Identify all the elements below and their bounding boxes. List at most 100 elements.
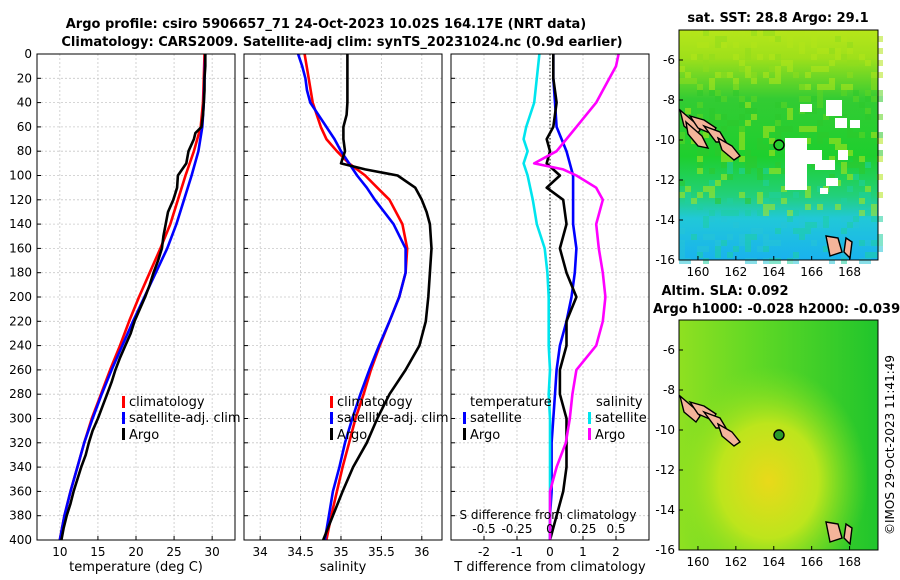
sst-pixel <box>769 36 775 42</box>
sst-pixel <box>763 180 769 186</box>
map-y-tick-label: -10 <box>655 423 675 437</box>
sst-pixel <box>871 132 877 138</box>
sla-frame <box>678 319 879 551</box>
map-x-tick-label: 162 <box>724 555 747 569</box>
sst-pixel <box>685 192 691 198</box>
sst-pixel <box>871 216 877 222</box>
sst-pixel <box>853 222 859 228</box>
sst-pixel <box>745 240 751 246</box>
sst-pixel <box>763 234 769 240</box>
sst-pixel <box>739 156 745 162</box>
sst-pixel <box>739 192 745 198</box>
sst-pixel <box>859 162 865 168</box>
sst-pixel <box>787 66 793 72</box>
sst-pixel <box>775 78 781 84</box>
sst-pixel <box>787 108 793 114</box>
sla-islands <box>678 394 853 546</box>
sst-pixel <box>799 42 805 48</box>
sst-pixel <box>877 234 883 240</box>
temperature-panel: 10 15 20 25 30020406080100120140160180200220… <box>9 47 236 575</box>
sst-pixel <box>859 132 865 138</box>
sst-pixel <box>745 54 751 60</box>
sst-pixel <box>829 60 835 66</box>
sst-pixel <box>709 54 715 60</box>
sst-pixel <box>715 150 721 156</box>
sst-pixel <box>763 144 769 150</box>
sst-pixel <box>871 240 877 246</box>
sst-pixel <box>799 96 805 102</box>
sst-pixel <box>733 120 739 126</box>
sst-pixel <box>775 72 781 78</box>
sst-pixel <box>787 42 793 48</box>
sst-pixel <box>811 36 817 42</box>
y-tick-label: 220 <box>9 314 32 328</box>
sst-pixel <box>877 132 883 138</box>
x-tick-label: 10 <box>52 545 67 559</box>
y-tick-label: 0 <box>24 47 32 61</box>
map-y-tick-label: -6 <box>663 53 675 67</box>
y-tick-label: 180 <box>9 266 32 280</box>
sst-pixel <box>703 66 709 72</box>
map-x-tick-label: 160 <box>686 265 709 279</box>
y-tick-label: 320 <box>9 436 32 450</box>
sst-pixel <box>853 60 859 66</box>
sst-pixel <box>697 84 703 90</box>
legend-swatch-climatology <box>122 396 125 408</box>
sst-pixel <box>763 258 769 264</box>
sst-pixel <box>793 72 799 78</box>
sst-pixel <box>775 228 781 234</box>
temperature-legend: climatology satellite-adj. clim Argo <box>122 395 241 443</box>
legend-label-argo: Argo <box>337 428 367 443</box>
sst-pixel <box>703 216 709 222</box>
sst-pixel <box>757 54 763 60</box>
difference-legend: temperature satellite Argo salinity sate… <box>463 395 647 443</box>
sst-pixel <box>679 138 685 144</box>
sst-pixel <box>817 204 823 210</box>
sst-pixel <box>781 126 787 132</box>
sst-pixel <box>775 114 781 120</box>
sst-pixel <box>775 168 781 174</box>
sst-pixel <box>745 162 751 168</box>
sst-pixel <box>853 156 859 162</box>
sst-pixel <box>805 126 811 132</box>
sst-pixel <box>745 246 751 252</box>
sst-pixel <box>757 198 763 204</box>
sst-pixel <box>841 162 847 168</box>
sst-pixel <box>739 132 745 138</box>
sst-pixel <box>829 258 835 264</box>
sst-pixel <box>859 198 865 204</box>
sst-pixel <box>775 144 781 150</box>
sst-pixel <box>745 234 751 240</box>
sst-pixel <box>751 162 757 168</box>
sst-pixel <box>757 210 763 216</box>
y-tick-label: 280 <box>9 387 32 401</box>
sst-pixel <box>715 240 721 246</box>
sst-pixel <box>679 192 685 198</box>
sst-pixel <box>715 114 721 120</box>
sst-pixel <box>853 174 859 180</box>
sst-pixel <box>853 96 859 102</box>
sst-pixel <box>733 42 739 48</box>
sst-pixel <box>721 72 727 78</box>
x-axis-label: temperature (deg C) <box>69 560 203 575</box>
sst-pixel <box>775 120 781 126</box>
sst-pixel <box>859 54 865 60</box>
argo-location-marker <box>773 139 785 151</box>
sst-pixel <box>697 54 703 60</box>
sst-pixel <box>703 150 709 156</box>
map-x-tick-label: 160 <box>686 555 709 569</box>
map-x-tick-label: 166 <box>800 555 823 569</box>
sst-pixel <box>727 72 733 78</box>
sst-pixel <box>739 126 745 132</box>
sst-pixel <box>799 126 805 132</box>
sst-pixel <box>703 222 709 228</box>
sst-pixel <box>805 204 811 210</box>
sst-pixel <box>859 168 865 174</box>
sst-pixel <box>805 228 811 234</box>
sst-pixel <box>697 168 703 174</box>
sst-pixel <box>787 30 793 36</box>
sst-pixel <box>709 90 715 96</box>
sst-pixel <box>709 216 715 222</box>
sst-pixel <box>793 30 799 36</box>
sst-pixel <box>733 78 739 84</box>
